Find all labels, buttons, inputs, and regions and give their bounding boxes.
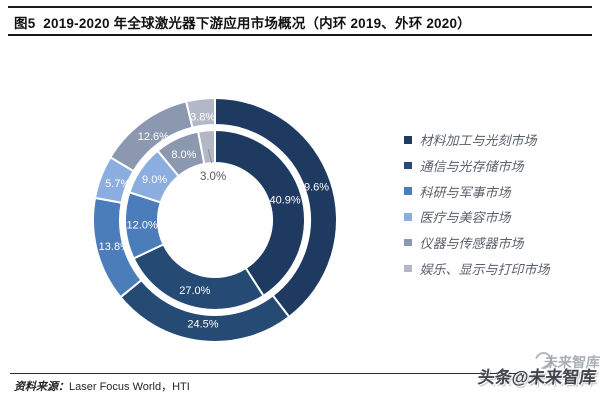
legend-label-3: 医疗与美容市场 (419, 210, 511, 226)
slice-label-inner-2: 12.0% (127, 220, 158, 232)
legend-item-5: 娱乐、显示与打印市场 (404, 255, 550, 281)
legend-label-5: 娱乐、显示与打印市场 (419, 261, 550, 277)
legend-swatch-3 (404, 213, 412, 221)
legend-swatch-5 (404, 264, 412, 273)
chart-legend: 材料加工与光刻市场 通信与光存储市场 科研与军事市场 医疗与美容市场 仪器与传感器市场娱… (404, 127, 550, 281)
slice-label-inner-0: 40.9% (269, 195, 300, 207)
legend-label-0: 材料加工与光刻市场 (419, 133, 537, 149)
legend-label-4: 仪器与传感器市场 (419, 236, 524, 252)
slice-label-inner-1: 27.0% (179, 285, 210, 297)
watermark: 未来智库 头条@未来智库 (476, 348, 600, 392)
legend-item-2: 科研与军事市场 (404, 178, 550, 204)
legend-item-4: 仪器与传感器市场 (404, 230, 550, 256)
slice-label-inner-4: 8.0% (171, 149, 196, 161)
source-rule (10, 373, 522, 375)
legend-swatch-4 (404, 238, 412, 247)
slice-inner-0 (214, 129, 306, 297)
title-top-rule (8, 6, 592, 9)
slice-inner-5 (197, 129, 216, 166)
legend-item-1: 通信与光存储市场 (404, 153, 550, 179)
slice-label-outer-3: 5.7% (105, 178, 130, 190)
source-value: Laser Focus World，HTI (69, 381, 190, 393)
legend-swatch-2 (404, 187, 412, 195)
legend-swatch-0 (404, 136, 412, 144)
legend-label-1: 通信与光存储市场 (419, 159, 524, 175)
legend-label-2: 科研与军事市场 (419, 184, 511, 200)
title-bottom-rule (8, 34, 592, 36)
slice-label-outer-4: 12.6% (138, 131, 169, 143)
source-line: 资料来源：Laser Focus World，HTI (14, 378, 190, 394)
callout-leader-line (207, 149, 213, 164)
legend-swatch-1 (404, 161, 412, 170)
slice-label-inner-5: 3.0% (200, 171, 226, 183)
watermark-main-text: 头条@未来智库 (476, 368, 598, 387)
slice-label-outer-5: 3.8% (190, 112, 215, 124)
slice-label-outer-2: 13.8% (99, 241, 130, 253)
slice-outer-5 (185, 97, 216, 129)
legend-item-0: 材料加工与光刻市场 (404, 127, 550, 153)
slice-label-outer-0: 39.6% (298, 182, 329, 194)
slice-label-outer-1: 24.5% (187, 318, 218, 330)
figure-title: 图5 2019-2020 年全球激光器下游应用市场概况（内环 2019、外环 2… (14, 16, 471, 31)
source-label: 资料来源： (14, 381, 69, 393)
legend-item-3: 医疗与美容市场 (404, 204, 550, 230)
slice-label-inner-3: 9.0% (142, 174, 167, 186)
